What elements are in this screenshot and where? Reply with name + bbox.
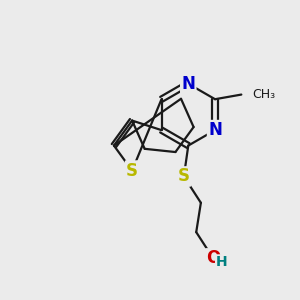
Text: O: O: [206, 249, 220, 267]
Text: H: H: [216, 255, 227, 269]
Text: S: S: [178, 167, 190, 185]
Text: S: S: [126, 162, 138, 180]
Text: CH₃: CH₃: [253, 88, 276, 101]
Text: N: N: [208, 121, 222, 139]
Text: N: N: [181, 75, 195, 93]
